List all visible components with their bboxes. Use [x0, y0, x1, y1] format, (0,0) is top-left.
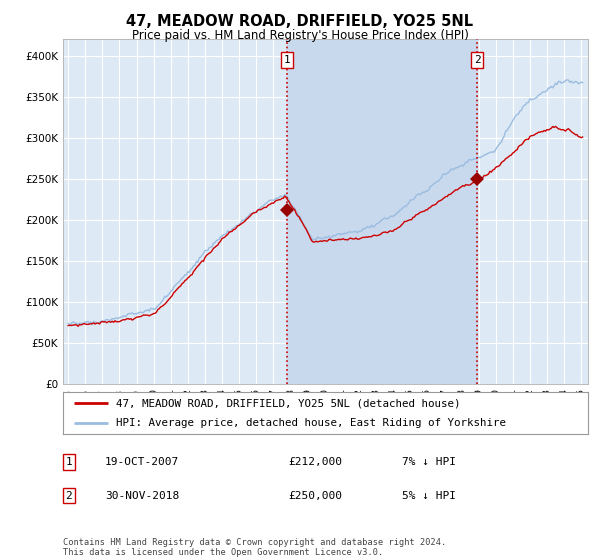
- Text: £250,000: £250,000: [288, 491, 342, 501]
- Text: 1: 1: [284, 55, 290, 65]
- Text: 2: 2: [65, 491, 73, 501]
- Text: 47, MEADOW ROAD, DRIFFIELD, YO25 5NL (detached house): 47, MEADOW ROAD, DRIFFIELD, YO25 5NL (de…: [115, 398, 460, 408]
- Text: HPI: Average price, detached house, East Riding of Yorkshire: HPI: Average price, detached house, East…: [115, 418, 505, 428]
- Text: £212,000: £212,000: [288, 457, 342, 467]
- Text: 5% ↓ HPI: 5% ↓ HPI: [402, 491, 456, 501]
- Text: 7% ↓ HPI: 7% ↓ HPI: [402, 457, 456, 467]
- Text: 1: 1: [65, 457, 73, 467]
- Bar: [287, 39, 477, 384]
- Text: Contains HM Land Registry data © Crown copyright and database right 2024.
This d: Contains HM Land Registry data © Crown c…: [63, 538, 446, 557]
- Text: Price paid vs. HM Land Registry's House Price Index (HPI): Price paid vs. HM Land Registry's House …: [131, 29, 469, 42]
- Text: 30-NOV-2018: 30-NOV-2018: [105, 491, 179, 501]
- Text: 47, MEADOW ROAD, DRIFFIELD, YO25 5NL: 47, MEADOW ROAD, DRIFFIELD, YO25 5NL: [127, 14, 473, 29]
- Text: 19-OCT-2007: 19-OCT-2007: [105, 457, 179, 467]
- Text: 2: 2: [474, 55, 481, 65]
